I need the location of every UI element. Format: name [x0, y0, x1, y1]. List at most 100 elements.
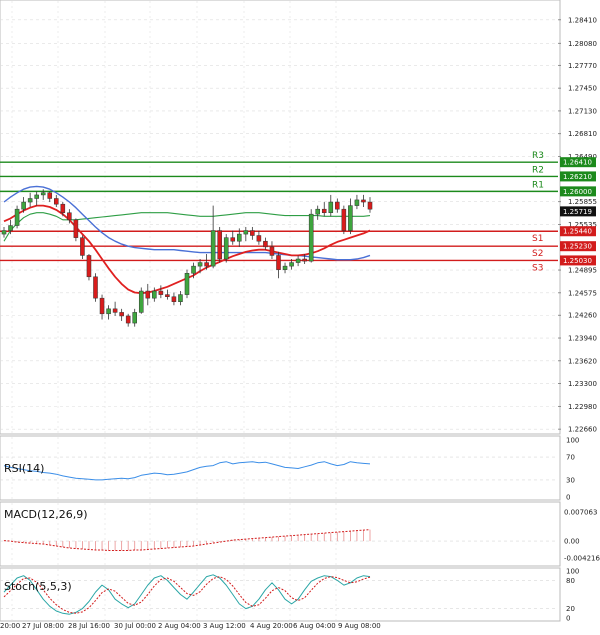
macd-grid: [0, 503, 558, 565]
candle-body: [204, 262, 209, 267]
candle: [40, 189, 46, 200]
candle: [21, 197, 26, 213]
macd-title: MACD(12,26,9): [4, 508, 88, 521]
last-price-marker: 1.25719: [560, 206, 596, 217]
candle: [1, 226, 7, 238]
candle: [354, 194, 360, 210]
price-tick-label: 1.22980: [568, 403, 597, 411]
price-tick-label: 1.24575: [568, 289, 597, 297]
candle-body: [191, 265, 196, 274]
candle: [184, 269, 190, 299]
level-box-r1: [560, 186, 596, 197]
level-box-s3: [560, 255, 596, 266]
candle: [295, 255, 301, 267]
candle-body: [302, 258, 307, 262]
support-resistance-levels: R3 R2 R1 S1 S2 S3: [0, 151, 558, 273]
price-tick-label: 1.22660: [568, 426, 597, 434]
candle-body: [93, 276, 98, 299]
last-price-box: [560, 206, 596, 217]
candle-body: [132, 312, 137, 324]
candle-body: [152, 290, 157, 299]
stoch-tick-label: 80: [566, 577, 575, 585]
level-name-s3: S3: [532, 263, 543, 273]
candle-body: [1, 230, 7, 235]
candle: [171, 292, 177, 306]
stoch-grid: [0, 569, 558, 620]
candle-body: [237, 233, 242, 242]
candle-body: [197, 262, 203, 267]
candle-body: [289, 262, 294, 267]
candle-body: [269, 246, 275, 256]
candle-body: [348, 205, 353, 231]
candle-body: [210, 230, 216, 267]
level-name-r2: R2: [532, 165, 544, 175]
price-tick-label: 1.23620: [568, 357, 597, 365]
time-tick-label: 2 Aug 04:00: [158, 622, 201, 630]
price-tick-label: 1.24260: [568, 312, 597, 320]
candle: [341, 205, 347, 235]
candle-body: [158, 290, 164, 295]
price-tick-label: 1.27450: [568, 85, 597, 93]
macd-series: [3, 529, 371, 551]
level-price-boxes: 1.26410 1.26210 1.26000 1.25440 1.25230 1.250…: [560, 157, 596, 266]
candle-body: [315, 208, 320, 215]
candle-body: [112, 308, 118, 313]
candle: [60, 202, 66, 217]
candle-body: [250, 230, 255, 236]
rsi-axis: 100 70 30 0: [566, 437, 579, 502]
time-axis: 20:00 27 Jul 08:00 28 Jul 16:00 30 Jul 00:0…: [0, 622, 381, 630]
time-tick-label: 6 Aug 04:00: [293, 622, 336, 630]
candle-body: [308, 213, 314, 262]
level-box-s1: [560, 226, 596, 237]
candle-body: [321, 208, 327, 213]
rsi-title: RSI(14): [4, 462, 44, 475]
level-value-s1: 1.25440: [563, 228, 592, 236]
candle: [367, 197, 373, 213]
candle-body: [138, 290, 144, 313]
candle: [112, 301, 118, 316]
candle: [125, 313, 131, 327]
candlesticks: [1, 189, 373, 327]
candle: [8, 219, 13, 235]
stoch-tick-label: 100: [566, 568, 579, 576]
candle-body: [60, 203, 66, 213]
macd-tick-label: 0.007063: [564, 509, 597, 517]
candle: [250, 226, 255, 240]
candle-body: [125, 315, 131, 324]
price-pane[interactable]: [0, 0, 561, 435]
rsi-pane[interactable]: [0, 435, 561, 501]
candle: [263, 237, 268, 250]
candle: [282, 262, 288, 274]
candle-body: [367, 201, 373, 210]
stoch-k-line: [3, 574, 371, 615]
candle: [80, 235, 85, 260]
level-value-r3: 1.26410: [563, 159, 592, 167]
candle-body: [230, 237, 236, 242]
candle-body: [256, 235, 262, 242]
time-tick-label: 28 Jul 16:00: [68, 622, 110, 630]
rsi-series: [3, 461, 371, 481]
level-value-s2: 1.25230: [563, 243, 592, 251]
candle: [86, 254, 92, 281]
stoch-pane[interactable]: [0, 567, 561, 622]
level-box-s2: [560, 241, 596, 252]
price-tick-label: 1.28080: [568, 40, 597, 48]
rsi-tick-label: 100: [566, 437, 579, 445]
candle: [321, 202, 327, 217]
candle-body: [8, 225, 13, 231]
price-tick-label: 1.23300: [568, 380, 597, 388]
candle: [223, 234, 229, 263]
macd-pane[interactable]: [0, 501, 561, 567]
price-tick-label: 1.23940: [568, 335, 597, 343]
level-name-s2: S2: [532, 249, 543, 259]
level-name-r3: R3: [532, 151, 544, 161]
rsi-tick-label: 0: [566, 494, 570, 502]
candle-body: [67, 212, 72, 221]
candle: [67, 209, 72, 224]
stoch-title: Stoch(5,5,3): [4, 580, 72, 593]
candle-body: [184, 272, 190, 295]
candle: [230, 230, 236, 245]
time-tick-label: 3 Aug 12:00: [203, 622, 246, 630]
candle-body: [34, 194, 39, 199]
candle-body: [171, 296, 177, 302]
